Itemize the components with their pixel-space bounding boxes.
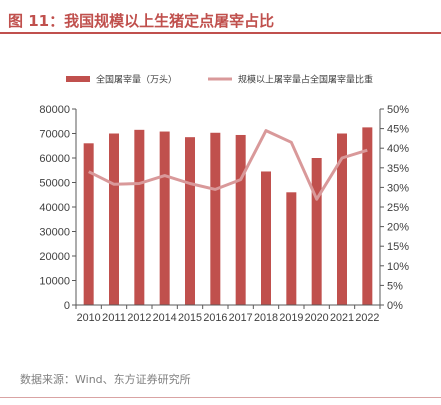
bar bbox=[362, 127, 373, 305]
y-right-tick-label: 45% bbox=[387, 124, 409, 136]
y-right-tick-label: 0% bbox=[387, 300, 403, 312]
y-right-tick-label: 25% bbox=[387, 202, 409, 214]
source-note: 数据来源：Wind、东方证券研究所 bbox=[20, 373, 191, 386]
line-series bbox=[88, 129, 368, 201]
x-tick-label: 2010 bbox=[77, 312, 101, 324]
bar bbox=[185, 137, 195, 305]
bar bbox=[109, 133, 119, 305]
x-tick-label: 2016 bbox=[203, 312, 227, 324]
x-tick-label: 2019 bbox=[279, 312, 303, 324]
bar-series bbox=[83, 127, 373, 305]
x-tick-label: 2014 bbox=[153, 312, 177, 324]
axes bbox=[72, 108, 384, 309]
y-right-tick-label: 40% bbox=[387, 143, 409, 155]
y-left-tick-label: 40000 bbox=[39, 202, 70, 214]
y-left-tick-label: 30000 bbox=[39, 227, 70, 239]
bottom-divider bbox=[0, 397, 441, 398]
y-right-tick-label: 30% bbox=[387, 182, 409, 194]
y-right-tick-label: 20% bbox=[387, 222, 409, 234]
bar bbox=[134, 129, 145, 305]
bar bbox=[286, 192, 297, 305]
y-right-tick-label: 35% bbox=[387, 163, 409, 175]
y-left-tick-label: 50000 bbox=[39, 178, 70, 190]
line-series-path bbox=[88, 129, 368, 201]
y-left-tick-label: 60000 bbox=[39, 153, 70, 165]
x-tick-label: 2021 bbox=[330, 312, 354, 324]
x-tick-label: 2012 bbox=[127, 312, 151, 324]
x-tick-label: 2011 bbox=[102, 312, 126, 324]
legend-label-bar: 全国屠宰量（万头） bbox=[96, 74, 177, 86]
y-left-tick-label: 10000 bbox=[39, 276, 70, 288]
figure-title: 图 11：我国规模以上生猪定点屠宰占比 bbox=[8, 12, 275, 30]
y-left-tick-label: 70000 bbox=[39, 129, 70, 141]
y-right-tick-label: 10% bbox=[387, 261, 409, 273]
x-tick-label: 2022 bbox=[355, 312, 379, 324]
legend: 全国屠宰量（万头） 规模以上屠宰量占全国屠宰量比重 bbox=[66, 74, 373, 86]
x-tick-label: 2017 bbox=[229, 312, 253, 324]
x-tick-label: 2015 bbox=[178, 312, 202, 324]
title-divider bbox=[0, 32, 441, 34]
x-tick-label: 2018 bbox=[254, 312, 278, 324]
legend-swatch-bar bbox=[66, 76, 90, 82]
bar bbox=[83, 143, 94, 305]
bar bbox=[235, 134, 246, 305]
bar bbox=[159, 131, 170, 305]
legend-label-line: 规模以上屠宰量占全国屠宰量比重 bbox=[238, 74, 373, 86]
y-left-tick-label: 0 bbox=[64, 300, 70, 312]
bar bbox=[210, 132, 221, 305]
bar bbox=[337, 133, 347, 305]
y-left-tick-label: 80000 bbox=[39, 104, 70, 116]
y-right-tick-label: 50% bbox=[387, 104, 409, 116]
y-left-tick-label: 20000 bbox=[39, 251, 70, 263]
bar bbox=[311, 158, 322, 305]
tick-labels: 0 10000 20000 30000 40000 50000 60000 70000 8000… bbox=[39, 104, 409, 324]
y-right-tick-label: 15% bbox=[387, 241, 409, 253]
y-right-tick-label: 5% bbox=[387, 280, 403, 292]
bar bbox=[261, 171, 271, 305]
x-tick-label: 2020 bbox=[305, 312, 329, 324]
